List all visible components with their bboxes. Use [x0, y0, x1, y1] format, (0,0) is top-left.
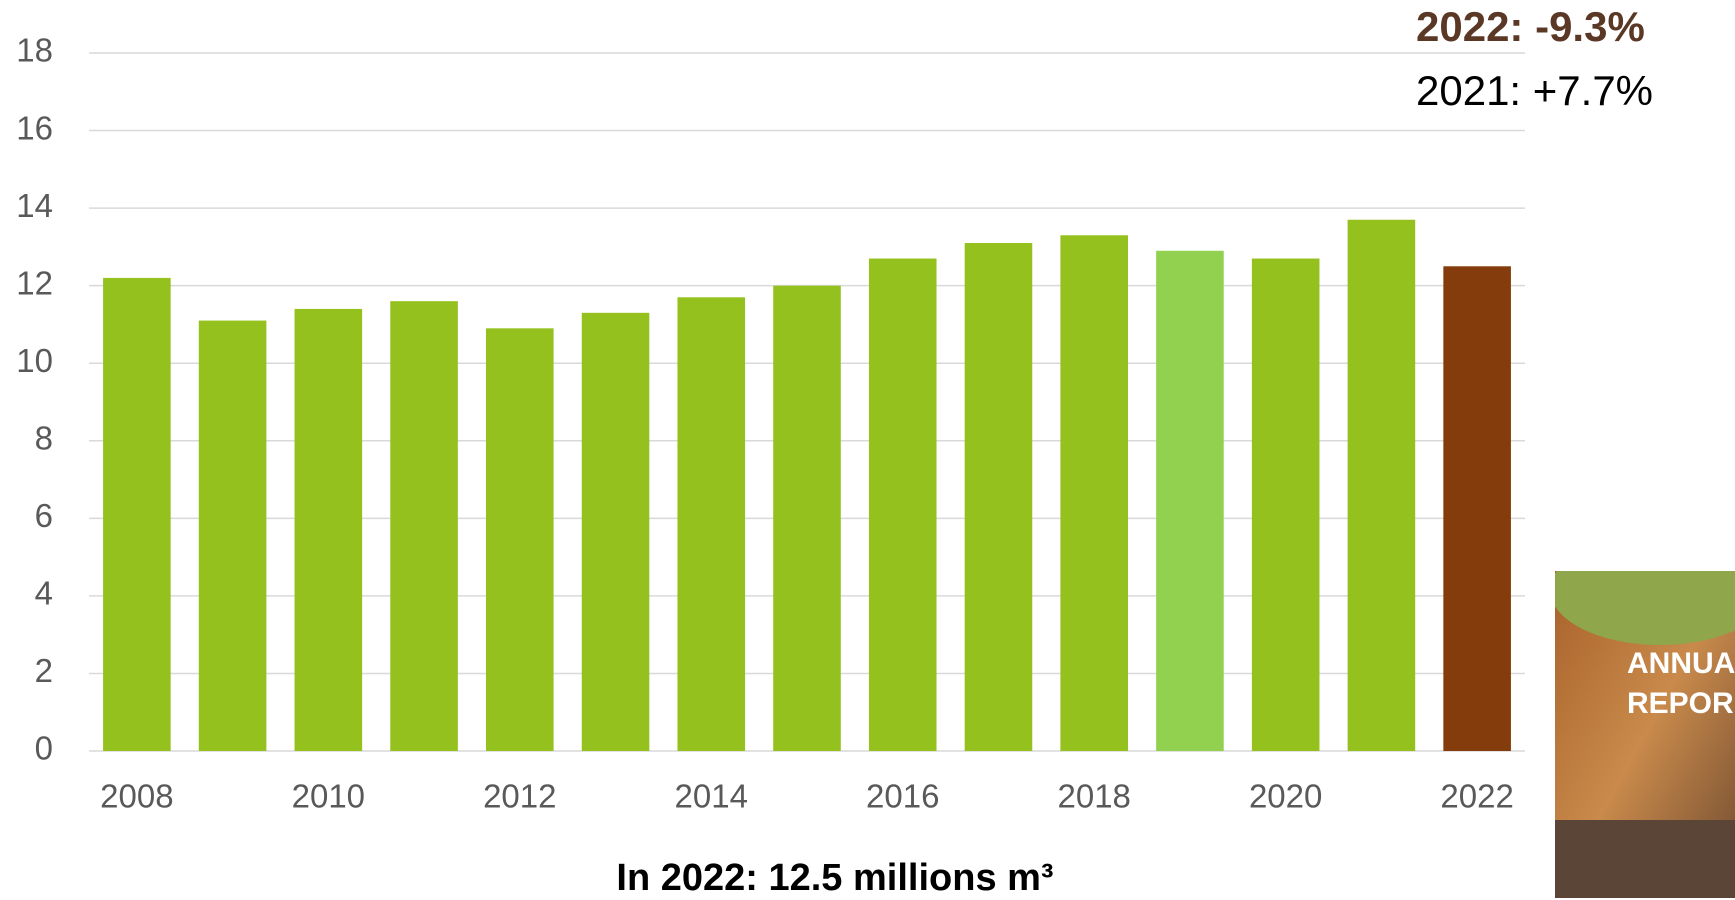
x-tick-label: 2012 — [483, 778, 556, 815]
annotation: 2022: -9.3% — [1416, 3, 1645, 50]
y-tick-label: 14 — [16, 187, 53, 224]
thumbnail-text: REPOR — [1627, 687, 1734, 720]
y-tick-label: 4 — [35, 575, 53, 612]
bar — [773, 285, 841, 751]
x-tick-label: 2016 — [866, 778, 939, 815]
x-tick-label: 2008 — [100, 778, 173, 815]
bar — [486, 328, 554, 751]
bar — [390, 301, 458, 751]
bar — [294, 308, 363, 751]
bar — [103, 277, 171, 751]
thumbnail-floor — [1555, 820, 1735, 898]
annotation: 2021: +7.7% — [1416, 67, 1653, 114]
y-tick-label: 18 — [16, 32, 53, 69]
bar — [1347, 219, 1416, 751]
bar — [1251, 258, 1320, 751]
y-tick-label: 0 — [35, 730, 53, 767]
bar — [677, 297, 746, 751]
thumbnail-leaf — [1555, 571, 1735, 645]
x-axis-label: In 2022: 12.5 millions m³ — [616, 857, 1053, 899]
bar — [581, 312, 650, 751]
bar — [198, 320, 267, 751]
x-tick-label: 2014 — [675, 778, 748, 815]
y-tick-label: 16 — [16, 109, 53, 146]
bar — [1060, 235, 1128, 751]
bar — [964, 243, 1033, 751]
bar — [1443, 266, 1511, 751]
y-tick-label: 6 — [35, 497, 53, 534]
x-tick-label: 2010 — [292, 778, 365, 815]
report-thumbnail: ANNUA REPOR — [1555, 571, 1735, 898]
x-tick-label: 2020 — [1249, 778, 1322, 815]
bar — [1156, 250, 1224, 751]
y-tick-label: 10 — [16, 342, 53, 379]
x-tick-label: 2022 — [1440, 778, 1513, 815]
y-tick-label: 8 — [35, 419, 53, 456]
bar — [868, 258, 937, 751]
y-tick-label: 2 — [35, 652, 53, 689]
x-tick-label: 2018 — [1057, 778, 1130, 815]
thumbnail-text: ANNUA — [1627, 647, 1735, 680]
y-tick-label: 12 — [16, 264, 53, 301]
